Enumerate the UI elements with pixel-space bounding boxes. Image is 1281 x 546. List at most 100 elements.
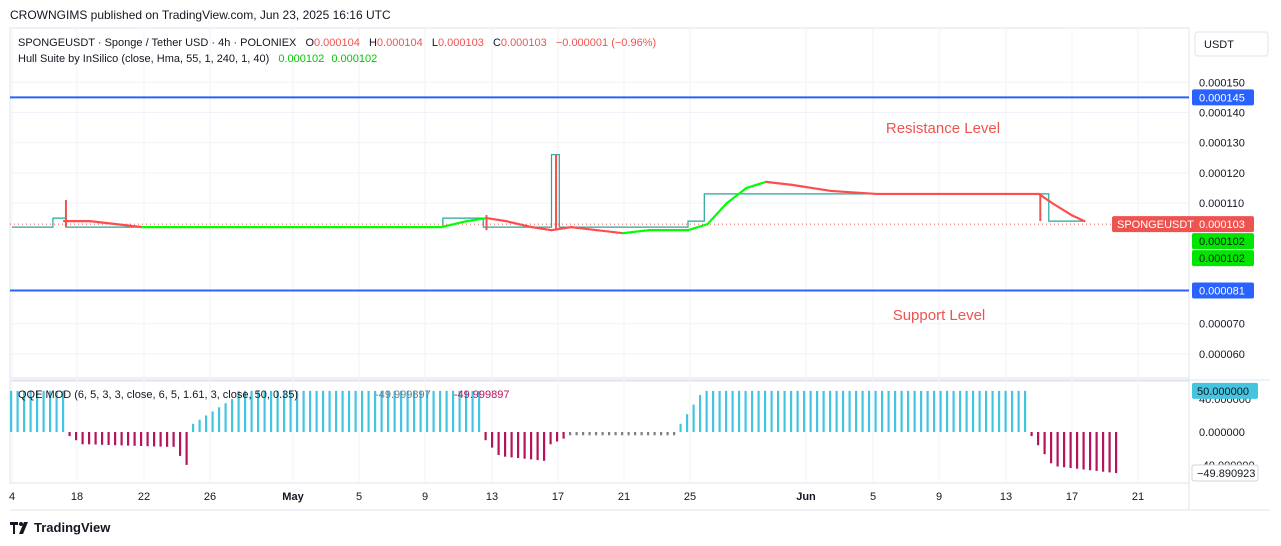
qqe-bar [653,432,656,436]
qqe-bar [562,432,565,439]
qqe-bar [224,403,227,432]
qqe-bar [627,432,630,436]
qqe-bar [1115,432,1118,474]
time-tick-label: 17 [552,491,564,503]
qqe-bar [107,432,110,445]
qqe-tick-label: 0.000000 [1199,427,1245,439]
qqe-bar [341,390,344,432]
qqe-bar [49,390,52,432]
qqe-bar [88,432,91,445]
qqe-bar [270,390,273,432]
legend-h-label: H [369,37,377,49]
qqe-bar [1108,432,1111,473]
tradingview-logo-icon [10,521,28,534]
time-tick-label: 17 [1066,491,1078,503]
hull-segment [790,183,833,193]
qqe-bar [816,390,819,432]
qqe-tag-label: −49.890923 [1197,468,1255,480]
qqe-bar [192,423,195,432]
qqe-bar [1076,432,1079,469]
qqe-bar [276,390,279,432]
qqe-bar [991,390,994,432]
qqe-bar [328,390,331,432]
qqe-bar [23,390,26,432]
qqe-bar [406,390,409,432]
qqe-bar [1089,432,1092,471]
qqe-bar [985,390,988,432]
legend-c-value: 0.000103 [501,37,547,49]
qqe-bar [153,432,156,447]
qqe-bar [608,432,611,436]
qqe-bar [920,390,923,432]
qqe-bar [829,390,832,432]
qqe-bar [777,390,780,432]
legend-indicator-name: Hull Suite by InSilico (close, Hma, 55, … [18,53,269,65]
qqe-bar [231,399,234,432]
legend-qqe-value1: -49.999897 [375,389,431,401]
hull-segment [725,186,748,205]
qqe-tag-label: 50.000000 [1197,386,1249,398]
qqe-bar [146,432,149,447]
qqe-bar [335,390,338,432]
qqe-bar [790,390,793,432]
hull-segment [764,180,794,186]
qqe-bar [1069,432,1072,468]
qqe-bar [1011,390,1014,432]
price-tick-label: 0.000130 [1199,138,1245,150]
qqe-bar [1043,432,1046,455]
qqe-bar [81,432,84,445]
level-tag [1192,89,1254,106]
qqe-bar [289,390,292,432]
qqe-bar [933,390,936,432]
qqe-bar [783,390,786,432]
hull-segment [686,223,709,232]
qqe-bar [387,390,390,432]
time-axis[interactable]: 4 18 22 26 May 5 9 13 17 21 25 Jun 5 9 13 17 21 [9,491,1144,503]
qqe-bar [101,432,104,445]
qqe-bar [679,423,682,432]
qqe-bar [881,390,884,432]
qqe-bar [946,390,949,432]
qqe-bar [471,390,474,432]
resistance-annotation: Resistance Level [886,120,1000,137]
qqe-bar [478,390,481,432]
hull-segment [1037,192,1054,205]
level-tag-label: 0.000081 [1199,286,1245,298]
qqe-bar [361,390,364,432]
price-tick-label: 0.000110 [1199,198,1244,210]
hull-segment [745,180,768,190]
legend-qqe-name: QQE MOD (6, 5, 3, 3, close, 6, 5, 1.61, … [18,389,298,401]
hull-segment [1050,201,1073,217]
grid-lines [10,28,1189,483]
price-axis[interactable]: 0.000150 0.000140 0.000130 0.000120 0.000110… [1199,77,1245,361]
hull-segment [621,229,651,235]
qqe-bar [712,390,715,432]
hull-segment [465,216,488,223]
qqe-bar [140,432,143,446]
currency-button-label[interactable]: USDT [1204,39,1234,51]
support-annotation: Support Level [893,307,986,324]
qqe-bar [445,390,448,432]
qqe-bar [257,390,260,432]
qqe-bar [374,390,377,432]
qqe-bar [432,390,435,432]
legend-indicator: Hull Suite by InSilico (close, Hma, 55, … [18,53,377,65]
qqe-bar [517,432,520,458]
qqe-bar [972,390,975,432]
qqe-bar [770,390,773,432]
time-tick-label: 13 [486,491,498,503]
price-tag-symbol: SPONGEUSDT [1117,219,1194,231]
qqe-bar [484,432,487,441]
qqe-bar [419,390,422,432]
tradingview-logo: TradingView [10,520,110,535]
qqe-bar [250,390,253,432]
currency-button[interactable] [1194,31,1269,57]
qqe-bar [647,432,650,436]
axis-tags: 0.000145 0.000081 SPONGEUSDT 0.000103 0.0001… [1112,89,1259,482]
qqe-bar [1082,432,1085,470]
qqe-bar [673,432,676,436]
horizontal-levels[interactable] [10,96,1189,292]
qqe-bar [530,432,533,460]
